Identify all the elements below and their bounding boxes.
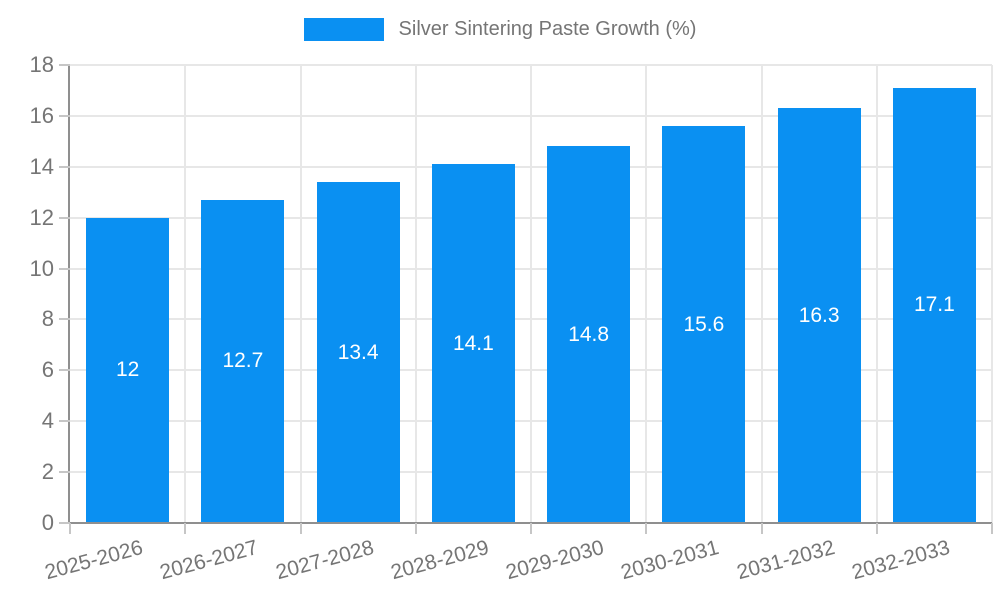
y-tick-label: 18 <box>29 52 54 77</box>
y-tick <box>59 165 70 168</box>
x-tick-label: 2029-2030 <box>503 536 607 585</box>
x-tick-label: 2031-2032 <box>734 536 838 585</box>
x-tick-label: 2027-2028 <box>273 536 377 585</box>
y-axis-line <box>68 65 70 523</box>
x-tick <box>530 523 532 534</box>
bar <box>662 126 746 523</box>
grid-line-vertical <box>414 65 417 523</box>
x-tick <box>414 523 417 534</box>
bar-value-label: 16.3 <box>798 303 840 327</box>
legend-label: Silver Sintering Paste Growth (%) <box>398 18 697 40</box>
bar-value-label: 13.4 <box>337 340 379 364</box>
y-tick-label: 2 <box>41 459 54 485</box>
bar <box>777 108 861 523</box>
y-tick-label: 0 <box>41 510 54 535</box>
bar-value-label: 17.1 <box>913 293 955 317</box>
bar-value-label: 14.1 <box>452 331 494 355</box>
y-tick-label: 6 <box>41 357 54 383</box>
x-tick-label: 2030-2031 <box>618 536 722 585</box>
grid-line-vertical <box>299 65 302 523</box>
x-tick-label: 2026-2027 <box>157 536 261 585</box>
y-tick <box>59 471 70 474</box>
bar <box>316 182 400 523</box>
grid-line-vertical <box>760 65 763 523</box>
x-tick <box>184 523 187 534</box>
bar <box>86 217 170 523</box>
grid-line-vertical <box>530 65 532 523</box>
x-tick <box>875 523 878 534</box>
y-tick <box>59 318 70 321</box>
x-tick <box>991 523 993 534</box>
grid-line-vertical <box>184 65 187 523</box>
x-tick <box>299 523 302 534</box>
y-tick-label: 4 <box>41 408 54 434</box>
bar <box>431 164 515 523</box>
x-tick-label: 2028-2029 <box>388 536 492 585</box>
y-tick-label: 8 <box>41 306 54 332</box>
bar-value-label: 14.8 <box>568 322 610 346</box>
grid-line-vertical <box>875 65 878 523</box>
bar-value-label: 15.6 <box>683 312 725 336</box>
bar-value-label: 12 <box>115 358 140 382</box>
bar <box>201 199 285 523</box>
grid-line-vertical <box>645 65 648 523</box>
y-tick <box>59 216 70 219</box>
y-tick-label: 10 <box>29 255 54 281</box>
x-tick <box>69 523 71 534</box>
y-tick-label: 14 <box>29 153 54 179</box>
x-tick-label: 2032-2033 <box>849 536 953 585</box>
legend: Silver Sintering Paste Growth (%) <box>0 18 1000 41</box>
y-tick <box>59 267 70 270</box>
y-tick-label: 12 <box>29 204 54 230</box>
x-tick <box>645 523 648 534</box>
y-tick <box>59 522 70 524</box>
y-tick <box>59 114 70 117</box>
bar <box>547 146 631 523</box>
grid-line-vertical <box>991 65 993 523</box>
y-tick-label: 16 <box>29 102 54 128</box>
bar-value-label: 12.7 <box>222 349 264 373</box>
bar <box>892 87 976 523</box>
y-tick <box>59 64 70 66</box>
legend-swatch <box>303 18 384 41</box>
y-tick <box>59 420 70 423</box>
y-tick <box>59 369 70 372</box>
x-tick <box>760 523 763 534</box>
x-tick-label: 2025-2026 <box>42 536 146 585</box>
